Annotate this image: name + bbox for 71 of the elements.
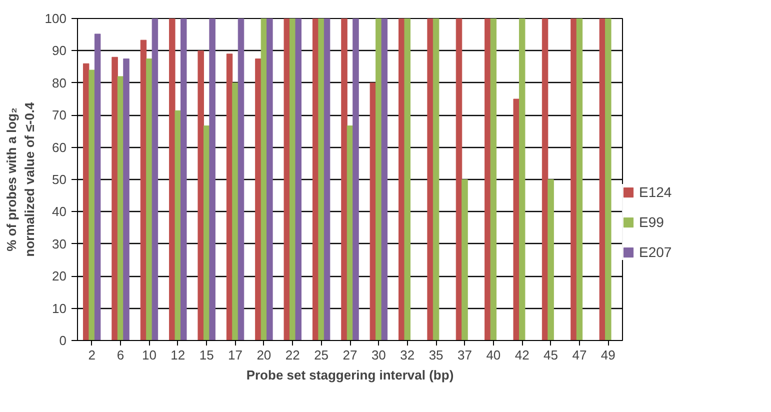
y-tick-label: 80 [52,75,67,90]
bar [404,18,410,340]
bar [284,18,290,340]
x-tick-label: 32 [400,348,415,362]
bar [576,18,583,340]
legend-label: E124 [639,184,673,200]
bar [255,58,262,340]
x-tick-label: 15 [199,348,214,362]
bar [209,18,216,340]
bar [88,70,95,340]
bar [232,82,238,340]
bar [341,18,348,340]
bar [456,18,462,340]
bar [152,18,158,340]
bar [295,18,302,340]
y-axis-title: % of probes with a log₂ normalized value of ≤-0.4 [4,101,37,257]
legend-label: E99 [639,214,665,230]
legend-label: E207 [639,244,673,260]
x-tick-label: 45 [544,348,558,362]
x-tick-label: 40 [486,348,501,362]
bar [490,18,497,340]
x-tick-label: 27 [342,348,358,362]
x-tick-label: 37 [458,348,472,362]
x-tick-label: 22 [285,348,300,362]
bar [169,18,176,340]
bar [174,110,182,340]
y-tick-label: 30 [52,236,67,252]
x-tick-label: 6 [116,348,124,362]
bar [352,18,359,340]
x-tick-label: 25 [314,348,329,362]
y-tick-label: 10 [52,300,67,316]
y-tick-label: 20 [52,268,67,284]
x-tick-label: 17 [228,348,242,362]
x-tick-label: 35 [428,348,444,362]
bar [238,18,244,340]
y-tick-label: 40 [52,204,67,220]
y-tick-label: 0 [59,333,67,348]
x-tick-label: 12 [170,348,186,362]
y-tick-label: 60 [52,140,67,155]
bar [427,18,434,340]
y-tick-label: 100 [44,11,67,26]
x-tick-label: 10 [142,348,156,362]
bar [266,18,273,340]
bar [548,179,554,340]
y-tick-label: 70 [52,108,67,123]
bar [542,18,548,340]
bar [180,18,187,340]
x-tick-label: 49 [600,348,616,362]
bar [462,179,468,340]
bar [123,58,130,340]
bar [432,18,440,340]
x-tick-label: 30 [371,348,386,362]
bar [605,18,612,340]
x-axis-title: Probe set staggering interval (bp) [246,368,454,382]
bar [513,98,520,340]
x-tick-label: 20 [256,348,272,362]
x-tick-label: 47 [572,348,587,362]
bar [570,18,577,340]
bar [381,18,388,340]
bar [318,18,324,340]
y-tick-label: 90 [52,43,67,58]
x-tick-label: 2 [88,348,96,362]
bar [518,18,526,340]
bar [198,50,204,340]
y-tick-label: 50 [52,172,67,187]
bar [599,18,606,340]
bar [94,34,101,340]
bar [146,58,152,340]
bar [112,56,118,340]
bar [324,18,330,340]
x-tick-label: 42 [514,348,530,362]
